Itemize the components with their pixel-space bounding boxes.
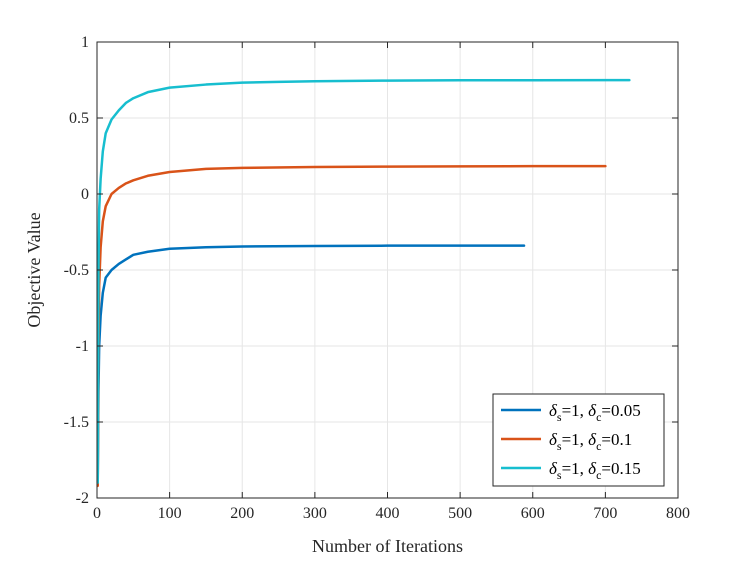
x-tick-label: 200 — [230, 505, 254, 522]
legend-entry: δs=1, δc=0.1 — [549, 430, 632, 453]
y-axis-label: Objective Value — [24, 212, 44, 327]
x-axis-label: Number of Iterations — [312, 536, 463, 556]
y-tick-label: -1.5 — [64, 414, 89, 431]
y-tick-label: -2 — [76, 490, 89, 507]
grid-lines — [96, 41, 679, 499]
series-line-1 — [96, 244, 526, 485]
legend-entry: δs=1, δc=0.05 — [549, 401, 641, 424]
legend-items: δs=1, δc=0.05 δs=1, δc=0.1 δs=1, δc=0.15 — [501, 401, 641, 482]
series-line-2 — [96, 164, 607, 488]
x-tick-label: 400 — [376, 505, 400, 522]
y-tick-label: 0 — [81, 186, 89, 203]
axis-ticks: 0 100 200 300 400 500 600 700 800 1 0.5 0 -0.5 -1 -1.5… — [64, 34, 690, 522]
x-tick-label: 0 — [93, 505, 101, 522]
x-tick-label: 100 — [158, 505, 182, 522]
legend-entry: δs=1, δc=0.15 — [549, 459, 641, 482]
legend: δs=1, δc=0.05 δs=1, δc=0.1 δs=1, δc=0.15 — [492, 393, 665, 487]
x-tick-label: 500 — [448, 505, 472, 522]
y-tick-label: 1 — [81, 34, 89, 51]
y-tick-label: 0.5 — [69, 110, 89, 127]
x-tick-label: 600 — [521, 505, 545, 522]
x-tick-label: 300 — [303, 505, 327, 522]
y-tick-label: -1 — [76, 338, 89, 355]
x-tick-label: 700 — [593, 505, 617, 522]
x-tick-label: 800 — [666, 505, 690, 522]
series-line-3 — [96, 78, 631, 485]
y-tick-label: -0.5 — [64, 262, 89, 279]
series-layer — [96, 78, 631, 488]
